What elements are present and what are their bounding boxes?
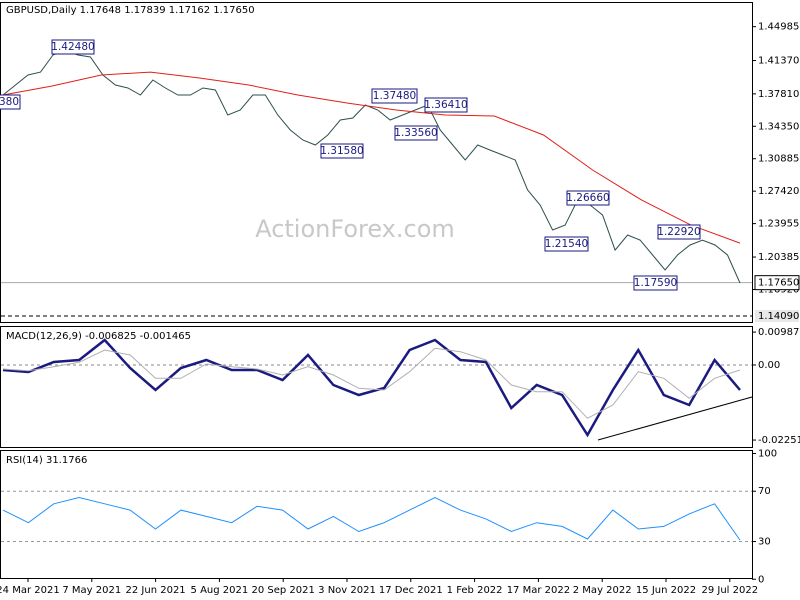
x-tick-label: 24 Mar 2021 bbox=[0, 585, 60, 596]
annotation: 380 bbox=[0, 96, 19, 108]
watermark: ActionForex.com bbox=[255, 215, 455, 243]
x-tick-label: 17 Mar 2022 bbox=[507, 585, 570, 596]
annotation: 1.21540 bbox=[545, 238, 588, 250]
panel-title: RSI(14) 31.1766 bbox=[6, 455, 87, 466]
y-tick-label: 1.34350 bbox=[758, 121, 799, 132]
annotation-box bbox=[424, 97, 468, 113]
annotation-box bbox=[566, 190, 610, 206]
panel-title: GBPUSD,Daily 1.17648 1.17839 1.17162 1.1… bbox=[6, 5, 255, 16]
annotation-box bbox=[51, 39, 95, 55]
rsi-frame bbox=[0, 450, 753, 579]
x-tick-label: 22 Jun 2021 bbox=[126, 585, 186, 596]
x-tick-label: 29 Jul 2022 bbox=[701, 585, 758, 596]
y-tick-label: 1.44985 bbox=[758, 22, 799, 33]
annotation-box bbox=[0, 94, 21, 110]
annotation-box bbox=[394, 125, 438, 141]
annotation: 1.37480 bbox=[373, 90, 416, 102]
y-tick-label: 1.20385 bbox=[758, 252, 799, 263]
main-frame bbox=[0, 2, 753, 323]
x-tick-label: 5 Aug 2021 bbox=[191, 585, 249, 596]
support-label: 1.14090 bbox=[758, 311, 799, 322]
y-tick-label: 0.009872 bbox=[758, 327, 800, 338]
annotation-box bbox=[657, 224, 701, 240]
annotation: 1.33560 bbox=[394, 127, 437, 139]
x-tick-label: 20 Sep 2021 bbox=[252, 585, 315, 596]
y-tick-label: 30 bbox=[758, 537, 771, 548]
annotation-box bbox=[320, 143, 364, 159]
y-tick-label: 70 bbox=[758, 486, 771, 497]
last-price-box bbox=[754, 275, 800, 291]
series-line bbox=[2, 496, 741, 541]
x-tick-label: 2 May 2022 bbox=[573, 585, 632, 596]
macd-trendline bbox=[597, 396, 753, 441]
y-tick-label: 0.00 bbox=[758, 360, 780, 371]
y-tick-label: 1.27420 bbox=[758, 186, 799, 197]
series-line bbox=[2, 49, 741, 284]
annotation: 1.26660 bbox=[566, 192, 609, 204]
macd-frame bbox=[0, 326, 753, 448]
x-tick-label: 1 Feb 2022 bbox=[447, 585, 503, 596]
y-tick-label: 1.23955 bbox=[758, 219, 799, 230]
y-tick-label: 1.37810 bbox=[758, 89, 799, 100]
y-tick-label: 100 bbox=[758, 449, 777, 460]
y-tick-label: -0.022516 bbox=[758, 435, 800, 446]
y-tick-label: 0 bbox=[758, 574, 764, 585]
annotation: 1.17590 bbox=[634, 277, 677, 289]
annotation: 1.31580 bbox=[320, 145, 363, 157]
x-tick-label: 7 May 2021 bbox=[62, 585, 121, 596]
annotation: 1.36410 bbox=[424, 99, 467, 111]
annotation-box bbox=[544, 236, 589, 252]
panel-title: MACD(12,26,9) -0.006825 -0.001465 bbox=[6, 331, 191, 342]
support-box bbox=[755, 310, 799, 323]
annotation-box bbox=[633, 275, 678, 291]
annotation-box bbox=[371, 88, 418, 104]
x-tick-label: 17 Dec 2021 bbox=[379, 585, 443, 596]
series-line bbox=[2, 338, 741, 438]
series-line bbox=[2, 347, 741, 419]
series-line bbox=[2, 71, 741, 244]
y-tick-label: 1.41370 bbox=[758, 56, 799, 67]
last-price-label: 1.17650 bbox=[758, 278, 799, 289]
x-tick-label: 3 Nov 2021 bbox=[318, 585, 376, 596]
x-tick-label: 15 Jun 2022 bbox=[636, 585, 696, 596]
y-tick-label: 1.30885 bbox=[758, 154, 799, 165]
annotation: 1.42480 bbox=[51, 41, 94, 53]
annotation: 1.22920 bbox=[657, 226, 700, 238]
